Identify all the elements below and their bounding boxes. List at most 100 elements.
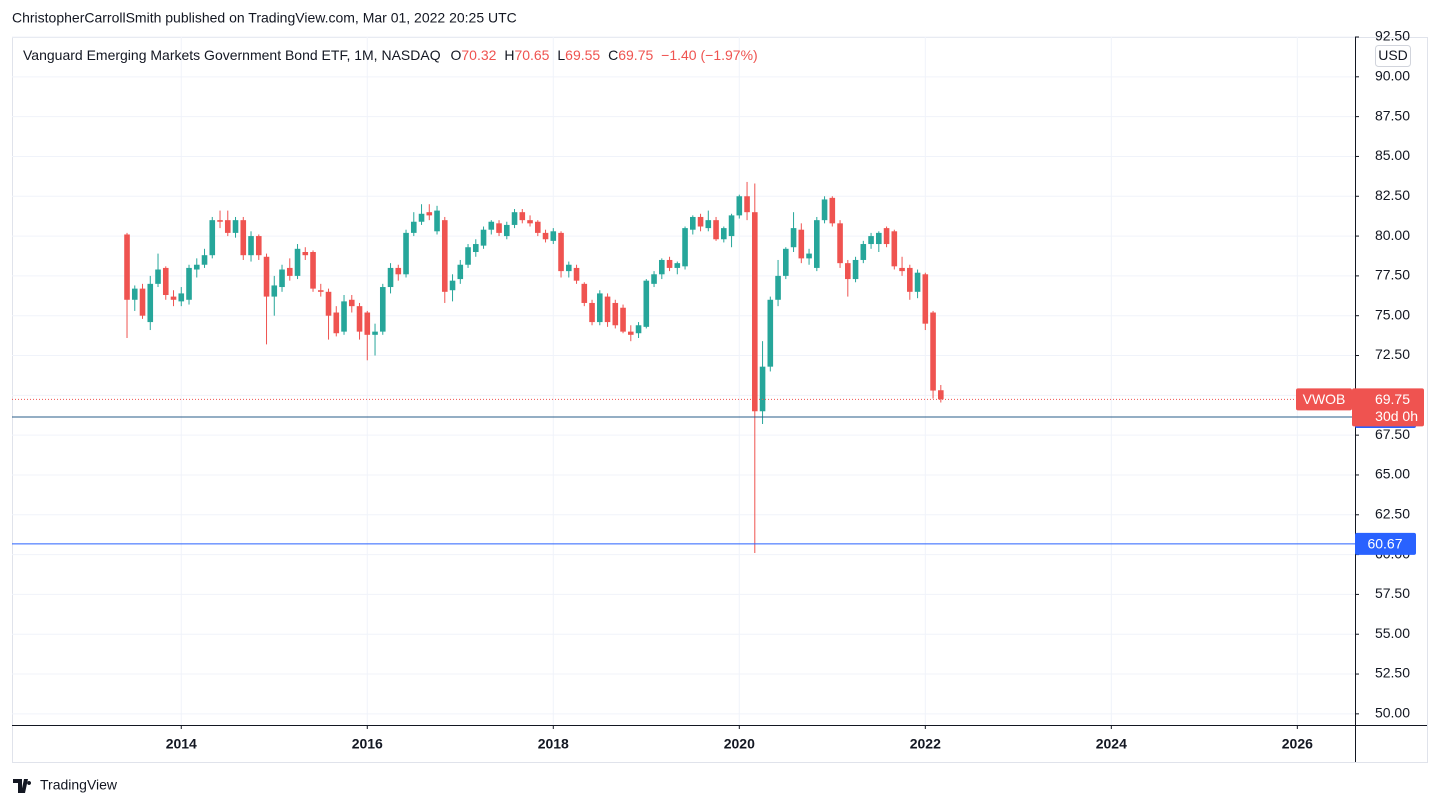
candle-body [372,331,378,335]
candle-body [434,210,440,232]
candle-body [457,264,464,280]
y-tick-label: 52.50 [1375,665,1410,681]
y-tick-label: 55.00 [1375,625,1410,641]
x-tick-label: 2018 [538,736,569,752]
candle-body [752,212,758,412]
candle-body [341,301,347,332]
candle-body [279,269,285,288]
currency: USD [1378,47,1408,63]
candle-body [232,220,239,233]
candle-body [798,229,805,259]
legend-close: 69.75 [618,47,653,63]
candle-body [697,216,704,227]
y-tick-label: 80.00 [1375,227,1410,243]
x-tick-label: 2022 [910,736,941,752]
candle-body [333,312,340,334]
candle-body [930,312,936,391]
last-price-box [1352,388,1424,427]
candle-body [829,197,836,224]
legend-low: 69.55 [565,47,600,63]
price-label-box [1355,532,1416,555]
candle-body [713,220,719,240]
candle-body [496,223,502,233]
candle-body [604,296,611,323]
candle-body [690,216,696,230]
candle-body [155,269,161,284]
candle-body [317,290,324,292]
legend-high: 70.65 [514,47,549,63]
candle-body [131,288,138,300]
candle-body [488,221,495,230]
candle-body [658,259,665,275]
x-tick-label: 2016 [352,736,383,752]
candle-body [790,228,797,248]
candle-body [534,221,541,233]
publisher-line: ChristopherCarrollSmith published on Tra… [12,10,517,26]
x-tick-label: 2024 [1096,736,1127,752]
candle-body [193,264,200,270]
candle-body [364,312,371,335]
candle-body [783,248,789,276]
candle-body [922,274,929,324]
candle-body [899,267,905,272]
candle-body [565,264,572,272]
candle-body [302,252,309,256]
y-tick-label: 72.50 [1375,346,1410,362]
candle-body [418,213,425,222]
candle-body [519,212,526,221]
candle-body [883,228,890,245]
candle-body [410,221,417,233]
candle-body [255,236,262,256]
candle-body [286,267,293,276]
symbol-box [1296,388,1352,411]
candle-body [441,220,448,292]
candle-body [666,259,673,268]
legend-h: H [504,47,514,63]
candle-body [379,287,386,332]
candle-body [162,267,169,295]
candle-body [310,252,316,289]
candle-body [558,232,564,272]
y-tick-label: 82.50 [1375,187,1410,203]
y-tick-label: 92.50 [1375,28,1410,44]
candle-body [682,228,688,267]
candle-body [271,285,278,297]
y-tick-label: 62.50 [1375,505,1410,521]
candle-body [589,302,595,323]
candle-body [186,267,192,300]
candle-body [472,244,479,252]
candle-body [403,232,409,275]
candle-body [852,259,859,280]
x-tick-label: 2020 [724,736,755,752]
candle-body [860,244,867,260]
candle-body [465,247,471,265]
candle-body [217,220,223,222]
y-tick-label: 87.50 [1375,107,1410,123]
candle-body [147,283,154,323]
candle-body [395,267,402,275]
candle-body [178,293,185,302]
candle-body [124,234,130,300]
candle-body [170,296,177,300]
candle-body [449,280,456,291]
last-price-label: 69.75 [1375,391,1410,407]
legend-open: 70.32 [461,47,496,63]
legend-l: L [557,47,565,63]
symbol-label: VWOB [1303,391,1346,407]
y-tick-label: 67.50 [1375,426,1410,442]
candle-body [387,267,394,288]
legend-o: O [450,47,461,63]
candle-body [767,299,774,367]
candle-body [876,232,882,245]
candle-body [356,306,363,332]
legend: Vanguard Emerging Markets Government Bon… [23,47,758,63]
candle-body [224,220,231,233]
candle-body [426,212,433,216]
currency-box [1375,45,1411,67]
candle-body [821,199,828,221]
candle-body [263,256,270,297]
candle-body [573,267,580,281]
candle-body [542,232,549,240]
